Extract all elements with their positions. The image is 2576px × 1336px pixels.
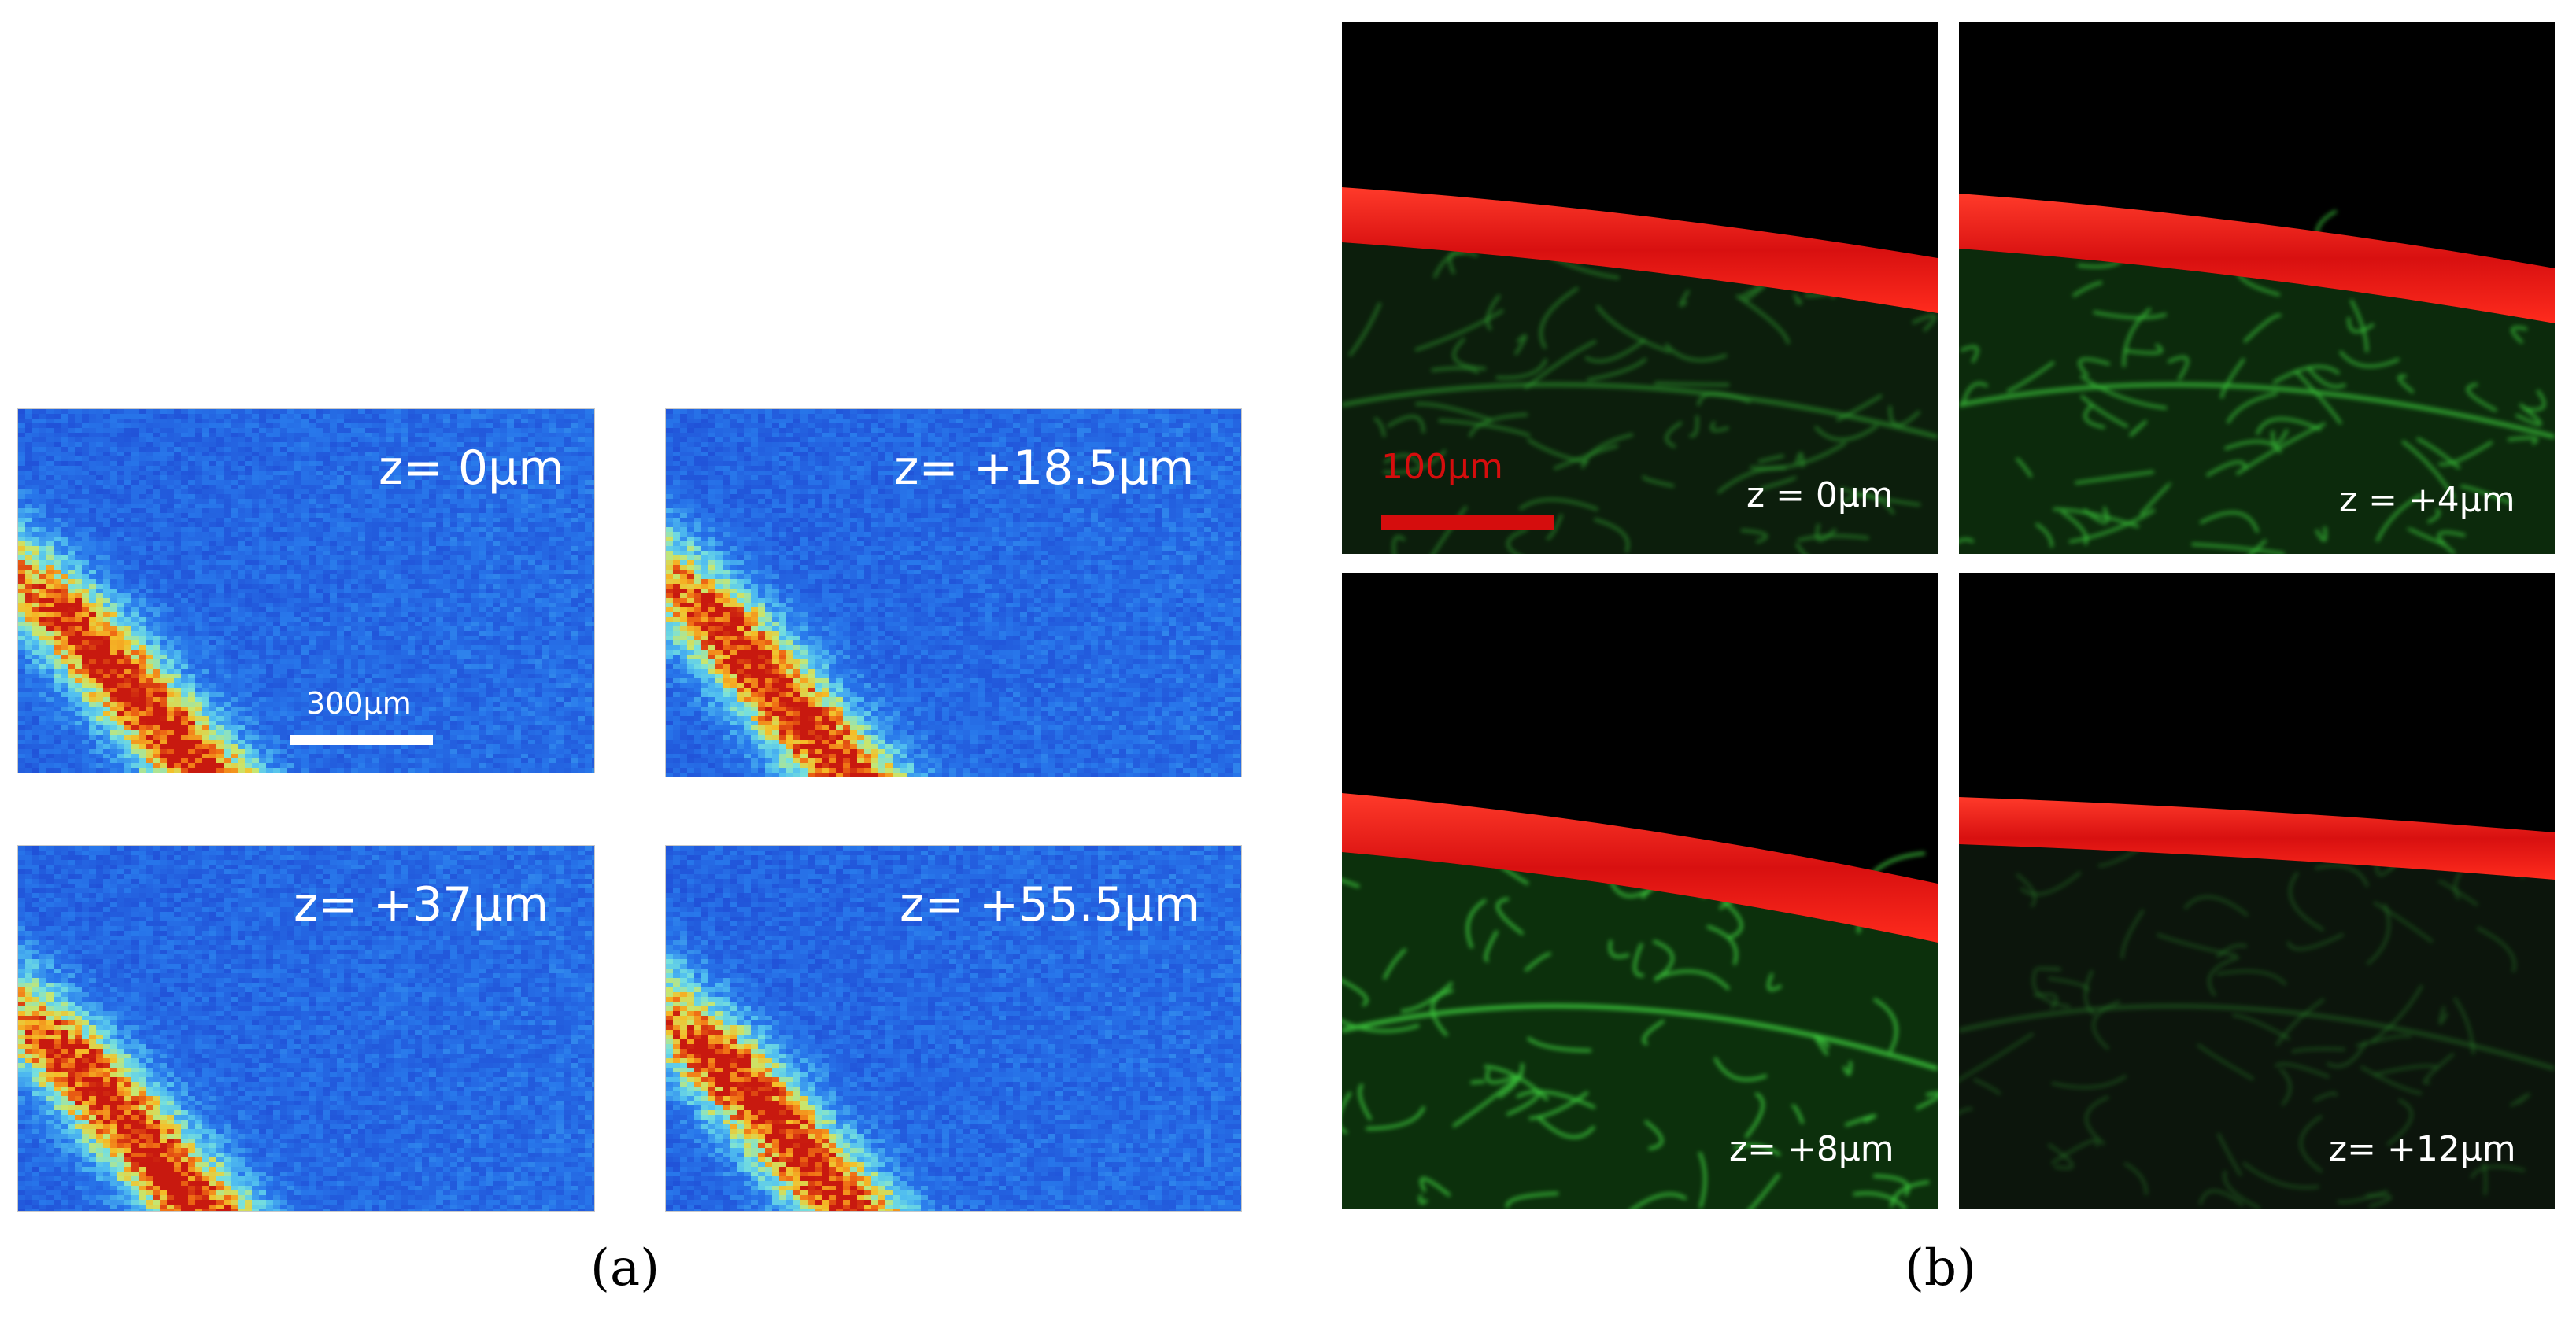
z-label: z = 0µm <box>1746 475 1894 515</box>
heatmap-image-z55: z= +55.5µm <box>665 845 1242 1212</box>
z-label: z = +4µm <box>2339 480 2515 520</box>
heatmap-canvas <box>18 409 594 773</box>
heatmap-image-z18: z= +18.5µm <box>665 408 1242 777</box>
fluorescence-image-z12: z= +12µm <box>1959 573 2555 1209</box>
fluorescence-canvas <box>1959 194 2555 554</box>
heatmap-image-z37: z= +37µm <box>17 845 595 1212</box>
heatmap-canvas <box>666 409 1241 777</box>
heatmap-canvas <box>18 846 594 1211</box>
heatmap-canvas <box>666 846 1241 1211</box>
fluorescence-canvas <box>1959 797 2555 1209</box>
heatmap-image-z0: z= 0µm 300µm <box>17 408 595 773</box>
z-label: z= +37µm <box>294 877 549 932</box>
fluorescence-canvas <box>1342 187 1938 554</box>
fluorescence-image-z8: z= +8µm <box>1342 573 1938 1209</box>
z-label: z= +18.5µm <box>894 441 1194 496</box>
z-label: z= +55.5µm <box>900 877 1199 932</box>
fluorescence-image-z0: 100µm z = 0µm <box>1342 22 1938 554</box>
z-label: z= 0µm <box>379 441 564 496</box>
caption-b: (b) <box>1905 1239 1976 1297</box>
scale-bar <box>1381 515 1554 530</box>
scale-bar-label: 100µm <box>1381 447 1503 487</box>
scale-bar <box>290 735 433 745</box>
scale-bar-label: 300µm <box>306 686 412 721</box>
z-label: z= +8µm <box>1729 1129 1894 1169</box>
caption-a: (a) <box>590 1239 660 1297</box>
fluorescence-canvas <box>1342 793 1938 1209</box>
fluorescence-image-z4: z = +4µm <box>1959 22 2555 554</box>
z-label: z= +12µm <box>2329 1129 2516 1169</box>
